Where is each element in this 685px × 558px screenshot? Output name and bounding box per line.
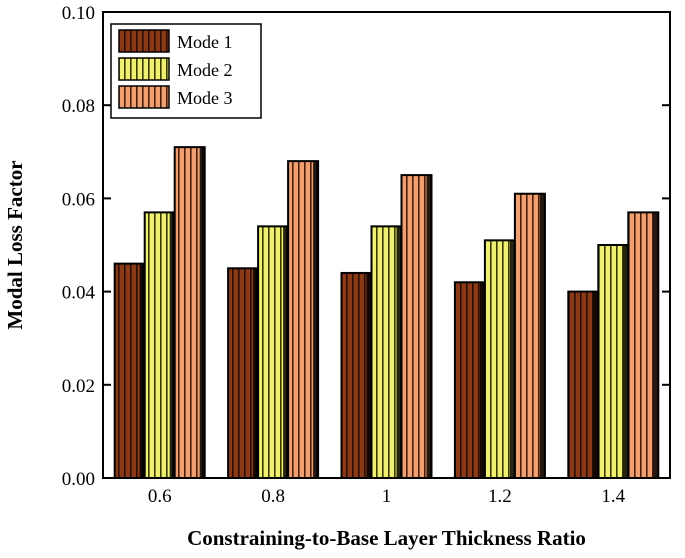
plot-frame (102, 11, 671, 479)
y-axis-label: Modal Loss Factor (3, 160, 27, 329)
legend-label: Mode 3 (177, 88, 233, 108)
legend-swatch (118, 85, 170, 109)
bar-shadow (396, 226, 402, 478)
x-tick-label: 1.4 (601, 486, 625, 507)
bar-shadow (623, 245, 629, 478)
bar-shadow (253, 268, 259, 478)
x-axis-label: Constraining-to-Base Layer Thickness Rat… (187, 526, 586, 550)
bar-shadow (653, 212, 659, 478)
y-tick-label: 0.10 (62, 3, 95, 24)
y-tick-label: 0.00 (62, 469, 95, 490)
legend: Mode 1 Mode 2 Mode 3 (110, 23, 262, 119)
bar-shadow (479, 282, 485, 478)
y-tick-label: 0.08 (62, 96, 95, 117)
legend-label: Mode 1 (177, 32, 233, 52)
y-tick-label: 0.06 (62, 189, 95, 210)
bar-shadow (199, 147, 205, 478)
bar-shadow (283, 226, 289, 478)
bars-layer (113, 146, 660, 480)
x-tick-label: 0.8 (261, 486, 285, 507)
legend-swatch (118, 57, 170, 81)
bar-shadow (426, 175, 432, 478)
x-tick-label: 0.6 (148, 486, 172, 507)
bar-shadow (509, 240, 515, 478)
bar-shadow (366, 272, 372, 478)
x-tick-label: 1.2 (488, 486, 512, 507)
bar-shadow (169, 212, 175, 478)
bar-shadow (139, 263, 145, 478)
bar-shadow (593, 291, 599, 478)
y-tick-label: 0.02 (62, 376, 95, 397)
x-tick-label: 1 (382, 486, 392, 507)
axis-ticks: 0.00 0.02 0.04 0.06 0.08 0.10 0.6 0.8 1 1.2 1.4 (62, 3, 670, 507)
bar-shadow (313, 161, 319, 478)
bar-shadow (539, 193, 545, 479)
legend-label: Mode 2 (177, 60, 233, 80)
y-tick-label: 0.04 (62, 283, 96, 304)
legend-swatch (118, 29, 170, 53)
